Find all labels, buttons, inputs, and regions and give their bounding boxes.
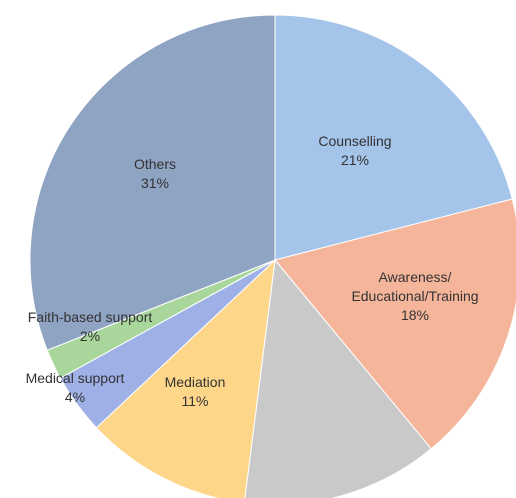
value-label: 11% — [181, 393, 209, 409]
value-label: 21% — [340, 152, 370, 168]
category-label: Medical support — [25, 370, 125, 386]
category-label: Others — [133, 156, 177, 172]
pie-slice — [274, 198, 516, 450]
value-label: 18% — [400, 307, 430, 323]
pie-slice — [29, 14, 276, 351]
value-label: 4% — [64, 389, 86, 405]
slice-label: Awareness/ Educational/Training 18% — [351, 268, 478, 325]
category-label: Faith-based support — [27, 309, 153, 325]
slice-label: Faith-based support 2% — [28, 308, 153, 346]
slice-label: Medical support 4% — [26, 369, 125, 407]
value-label: 2% — [79, 328, 101, 344]
pie-slice — [95, 258, 276, 498]
pie-slice — [274, 14, 513, 261]
category-label: Mediation — [164, 374, 226, 390]
category-label: Awareness/ Educational/Training — [351, 269, 479, 304]
slice-label: Others 31% — [134, 155, 176, 193]
category-label: Counselling — [318, 133, 392, 149]
slice-label: Counselling 21% — [318, 132, 391, 170]
pie-slice — [244, 258, 432, 498]
slice-label: Mediation 11% — [165, 373, 226, 411]
value-label: 31% — [140, 175, 170, 191]
